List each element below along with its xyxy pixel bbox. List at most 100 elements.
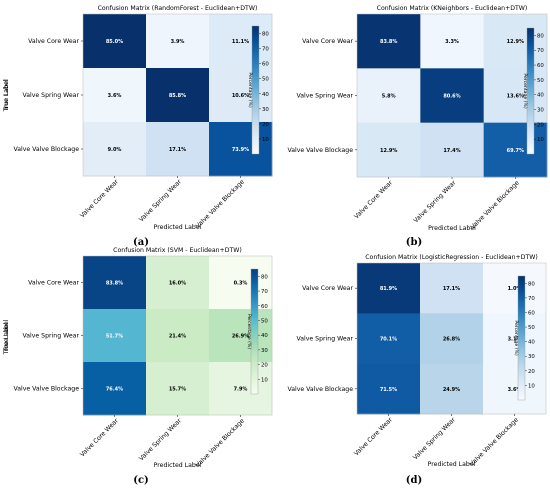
heatmap-cell xyxy=(146,122,210,177)
heatmap-cell xyxy=(146,14,210,69)
colorbar-tick-label: 20 xyxy=(262,122,269,128)
heatmap-cell xyxy=(483,363,547,415)
y-tick-label: Valve Core Wear xyxy=(28,280,79,287)
chart-title: Confusion Matrix (SVM - Euclidean+DTW) xyxy=(113,247,242,254)
y-tick-label: Valve Core Wear xyxy=(28,38,79,45)
x-tick-label: Valve Core Wear xyxy=(79,417,120,458)
x-axis-label: Predicted Label xyxy=(428,225,476,232)
colorbar xyxy=(250,268,259,395)
heatmap-cell xyxy=(483,122,548,178)
colorbar xyxy=(251,25,260,155)
colorbar-tick-label: 20 xyxy=(528,369,535,375)
cell-value-label: 81.9% xyxy=(380,286,397,292)
x-tick-label: Valve Valve Blockage xyxy=(469,179,520,230)
heatmap-cell xyxy=(483,313,547,365)
heatmap-cell xyxy=(357,68,421,124)
panel-c: Confusion Matrix (SVM - Euclidean+DTW) 83… xyxy=(3,247,273,486)
y-tick-label: Valve Spring Wear xyxy=(22,333,79,340)
colorbar-tick-label: 60 xyxy=(261,304,268,310)
cell-value-label: 15.7% xyxy=(169,387,186,393)
colorbar-tick-label: 30 xyxy=(261,348,268,354)
heatmap-cell xyxy=(146,68,210,123)
colorbar-tick-label: 60 xyxy=(528,310,535,316)
cell-value-label: 71.5% xyxy=(380,387,397,393)
cell-value-label: 80.6% xyxy=(443,94,460,100)
colorbar-tick-label: 70 xyxy=(528,296,535,302)
colorbar-tick-label: 10 xyxy=(528,383,535,389)
heatmap-cell xyxy=(209,14,273,69)
colorbar-tick-label: 80 xyxy=(262,32,269,38)
colorbar-tick-label: 70 xyxy=(261,289,268,295)
cell-value-label: 3.9% xyxy=(171,39,185,45)
cell-value-label: 16.0% xyxy=(169,281,186,287)
cell-value-label: 12.9% xyxy=(380,148,397,154)
y-tick-label: Valve Spring Wear xyxy=(22,92,79,99)
y-tick-label: Valve Spring Wear xyxy=(296,93,353,100)
chart-title: Confusion Matrix (LogisticRegression - E… xyxy=(365,254,538,261)
heatmap-cell xyxy=(83,14,147,69)
y-axis-label: True Label xyxy=(3,79,10,112)
heatmap-cell xyxy=(483,68,548,124)
chart-title: Confusion Matrix (RandomForest - Euclide… xyxy=(98,5,258,12)
y-tick-label: Valve Valve Blockage xyxy=(287,386,353,393)
cell-value-label: 73.9% xyxy=(232,147,249,153)
panel-label: (a) xyxy=(133,237,149,248)
cell-value-label: 0.3% xyxy=(234,281,248,287)
heatmap-cell xyxy=(420,122,485,178)
panel-a: Confusion Matrix (RandomForest - Euclide… xyxy=(3,5,273,248)
heatmap-cell xyxy=(146,256,210,310)
cell-value-label: 17.4% xyxy=(443,148,460,154)
colorbar-tick-label: 40 xyxy=(528,340,535,346)
x-axis-label: Predicted Label xyxy=(154,462,202,469)
chart-title: Confusion Matrix (KNeighbors - Euclidean… xyxy=(377,5,528,12)
colorbar-tick-label: 20 xyxy=(261,363,268,369)
colorbar-tick-label: 10 xyxy=(262,137,269,143)
cell-value-label: 85.8% xyxy=(169,93,186,99)
y-tick-label: Valve Core Wear xyxy=(302,285,353,292)
colorbar-label: Percentage (%) xyxy=(513,320,519,355)
cell-value-label: 70.1% xyxy=(380,337,397,343)
panel-label: (b) xyxy=(406,237,422,248)
heatmap-cell xyxy=(420,14,485,69)
x-tick-label: Valve Valve Blockage xyxy=(195,417,246,468)
heatmap-cell xyxy=(357,363,421,415)
colorbar-tick-label: 30 xyxy=(537,108,544,114)
colorbar-tick-label: 80 xyxy=(537,33,544,39)
heatmap-cell xyxy=(483,14,548,69)
cell-value-label: 24.9% xyxy=(443,387,460,393)
cell-value-label: 3.3% xyxy=(445,39,459,45)
heatmap-cell xyxy=(209,122,273,177)
x-tick-label: Valve Valve Blockage xyxy=(469,416,520,467)
y-tick-label: Valve Valve Blockage xyxy=(13,386,79,393)
colorbar xyxy=(526,27,535,155)
cell-value-label: 76.4% xyxy=(106,387,123,393)
x-tick-label: Valve Core Wear xyxy=(79,178,120,219)
cell-value-label: 83.8% xyxy=(380,39,397,45)
cell-value-label: 9.0% xyxy=(108,147,122,153)
colorbar-tick-label: 70 xyxy=(537,48,544,54)
heatmap-cell xyxy=(209,256,273,310)
x-tick-label: Valve Spring Wear xyxy=(412,416,457,461)
y-tick-label: Valve Core Wear xyxy=(302,38,353,45)
heatmap-cell xyxy=(483,263,547,314)
colorbar-tick-label: 60 xyxy=(262,62,269,68)
colorbar-tick-label: 80 xyxy=(261,274,268,280)
cell-value-label: 83.8% xyxy=(106,281,123,287)
panel-d: Confusion Matrix (LogisticRegression - E… xyxy=(3,254,547,486)
colorbar-tick-label: 40 xyxy=(262,92,269,98)
cell-value-label: 17.1% xyxy=(169,147,186,153)
colorbar-tick-label: 80 xyxy=(528,281,535,287)
colorbar-tick-label: 50 xyxy=(261,318,268,324)
y-axis-label: True Label xyxy=(3,79,10,112)
heatmap-cell xyxy=(83,362,147,416)
cell-value-label: 7.9% xyxy=(234,387,248,393)
colorbar-label: Percentage (%) xyxy=(247,72,253,107)
y-tick-label: Valve Valve Blockage xyxy=(13,146,79,153)
colorbar-tick-label: 10 xyxy=(261,377,268,383)
colorbar-tick-label: 50 xyxy=(537,78,544,84)
heatmap-cell xyxy=(83,309,147,363)
panel-label: (d) xyxy=(406,475,422,486)
colorbar-tick-label: 40 xyxy=(537,93,544,99)
x-tick-label: Valve Spring Wear xyxy=(412,179,457,224)
